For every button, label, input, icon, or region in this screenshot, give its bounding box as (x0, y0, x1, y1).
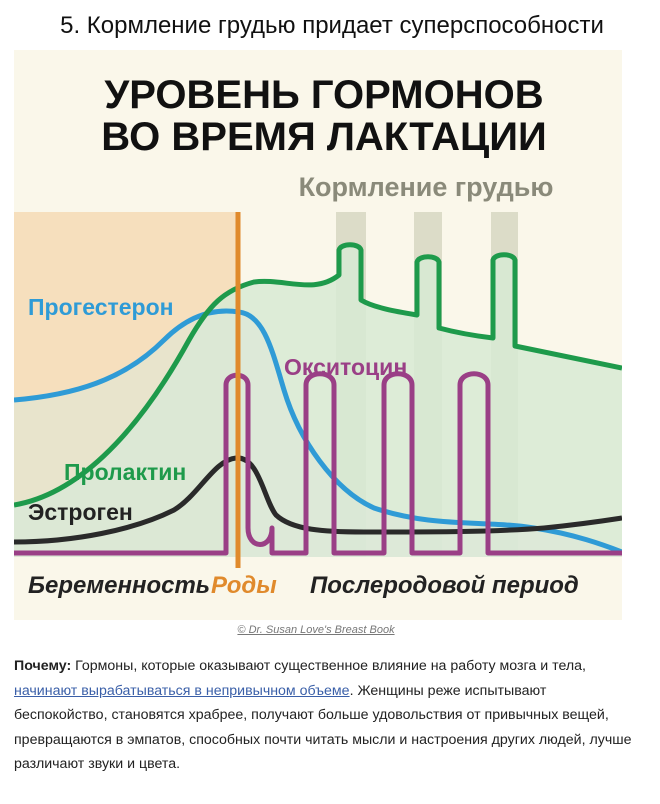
image-credit-link[interactable]: © Dr. Susan Love's Breast Book (237, 624, 395, 636)
estrogen-label: Эстроген (28, 499, 133, 525)
phase-postpartum: Послеродовой период (310, 572, 579, 599)
paragraph-text-2: . Женщины реже испытывают беспокойство, … (14, 682, 632, 773)
image-credit: © Dr. Susan Love's Breast Book (0, 624, 632, 636)
breastfeeding-label: Кормление грудью (299, 172, 554, 202)
hormone-chart: УРОВЕНЬ ГОРМОНОВ ВО ВРЕМЯ ЛАКТАЦИИ Кормл… (14, 73, 622, 599)
progesterone-area (14, 310, 622, 557)
phase-pregnancy: Беременность (28, 572, 210, 599)
source-link[interactable]: начинают вырабатываться в непривычном об… (14, 682, 350, 699)
article-paragraph: Почему: Гормоны, которые оказывают сущес… (14, 654, 634, 777)
oxytocin-curve (14, 371, 622, 556)
progesterone-label: Прогестерон (28, 294, 174, 320)
infographic-title-line1: УРОВЕНЬ ГОРМОНОВ (104, 73, 543, 117)
estrogen-curve (14, 455, 622, 545)
prolactin-curve (14, 242, 622, 508)
hormone-infographic: УРОВЕНЬ ГОРМОНОВ ВО ВРЕМЯ ЛАКТАЦИИ Кормл… (14, 50, 622, 620)
oxytocin-label: Окситоцин (284, 354, 407, 380)
infographic-title-line2: ВО ВРЕМЯ ЛАКТАЦИИ (101, 115, 546, 159)
article-heading: 5. Кормление грудью придает суперспособн… (60, 12, 604, 39)
paragraph-text-1: Гормоны, которые оказывают существенное … (71, 658, 586, 674)
prolactin-label: Пролактин (64, 459, 186, 485)
phase-birth: Роды (211, 572, 277, 599)
paragraph-lead: Почему: (14, 658, 72, 674)
